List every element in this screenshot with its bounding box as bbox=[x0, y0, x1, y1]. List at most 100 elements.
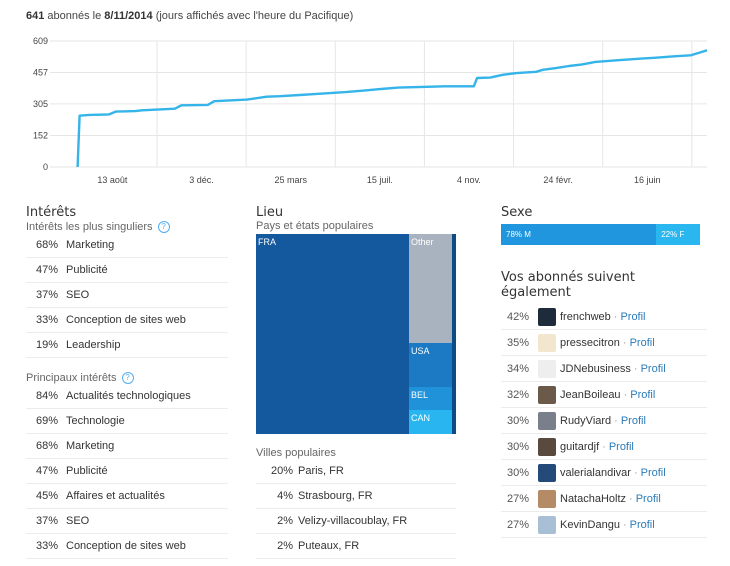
item-label: Leadership bbox=[66, 339, 121, 351]
account-row: 30% RudyViard · Profil bbox=[501, 408, 707, 434]
gender-title: Sexe bbox=[501, 205, 533, 220]
item-label: SEO bbox=[66, 515, 90, 527]
item-percent: 19% bbox=[36, 339, 59, 351]
account-percent: 30% bbox=[506, 414, 529, 427]
item-label: Technologie bbox=[66, 415, 125, 427]
y-tick-label: 609 bbox=[33, 36, 48, 46]
account-name: guitardjf bbox=[560, 440, 600, 453]
account-row: 27% NatachaHoltz · Profil bbox=[501, 486, 707, 512]
avatar[interactable] bbox=[538, 411, 556, 430]
avatar[interactable] bbox=[538, 359, 556, 378]
separator: · bbox=[613, 310, 618, 323]
x-tick-label: 3 déc. bbox=[189, 175, 214, 185]
item-percent: 37% bbox=[36, 289, 59, 301]
item-label: Strasbourg, FR bbox=[298, 490, 373, 502]
profile-link[interactable]: Profil bbox=[630, 388, 656, 401]
list-item: 2% Puteaux, FR bbox=[256, 534, 456, 559]
y-tick-label: 0 bbox=[43, 162, 48, 172]
avatar[interactable] bbox=[538, 385, 556, 404]
separator: · bbox=[633, 362, 638, 375]
avatar[interactable] bbox=[538, 515, 556, 534]
account-percent: 34% bbox=[506, 362, 529, 375]
treemap-tile-fra[interactable]: FRA bbox=[256, 234, 409, 434]
top-interests-heading: Principaux intérêts ? bbox=[26, 372, 228, 384]
tile-label: FRA bbox=[258, 237, 276, 247]
profile-link[interactable]: Profil bbox=[620, 414, 646, 427]
item-label: Paris, FR bbox=[298, 465, 344, 477]
top-interests-list: 84% Actualités technologiques 69% Technolog… bbox=[26, 384, 228, 559]
profile-link[interactable]: Profil bbox=[629, 336, 655, 349]
treemap-tile-can[interactable]: CAN bbox=[409, 410, 452, 434]
item-percent: 33% bbox=[36, 540, 59, 552]
item-label: SEO bbox=[66, 289, 90, 301]
separator: · bbox=[622, 518, 627, 531]
account-percent: 35% bbox=[506, 336, 529, 349]
item-percent: 84% bbox=[36, 390, 59, 402]
account-row: 30% guitardjf · Profil bbox=[501, 434, 707, 460]
profile-link[interactable]: Profil bbox=[629, 518, 655, 531]
item-percent: 4% bbox=[277, 490, 293, 502]
profile-link[interactable]: Profil bbox=[640, 362, 666, 375]
tile-label: CAN bbox=[411, 413, 431, 423]
also-follow-list: 42% frenchweb · Profil 35% pressecitron · Profi… bbox=[501, 304, 707, 538]
series-line-abonnés bbox=[76, 49, 708, 168]
item-label: Puteaux, FR bbox=[298, 540, 360, 552]
unique-interests-heading: Intérêts les plus singuliers ? bbox=[26, 221, 228, 233]
item-percent: 45% bbox=[36, 490, 59, 502]
separator: · bbox=[614, 414, 618, 427]
account-percent: 30% bbox=[506, 466, 529, 479]
list-item: 33% Conception de sites web bbox=[26, 534, 228, 559]
x-tick-label: 4 nov. bbox=[457, 175, 481, 185]
interests-section: Intérêts Intérêts les plus singuliers ? … bbox=[26, 205, 228, 559]
account-name: KevinDangu bbox=[560, 518, 620, 531]
account-percent: 32% bbox=[506, 388, 529, 401]
also-follow-title: Vos abonnés suivent également bbox=[501, 270, 635, 300]
account-percent: 42% bbox=[506, 310, 529, 323]
treemap-tile-usa[interactable]: USA bbox=[409, 343, 452, 387]
treemap-tile-other[interactable]: Other bbox=[409, 234, 452, 343]
separator: · bbox=[602, 440, 606, 453]
avatar[interactable] bbox=[538, 307, 556, 326]
account-row: 34% JDNebusiness · Profil bbox=[501, 356, 707, 382]
item-label: Actualités technologiques bbox=[66, 390, 191, 402]
item-percent: 2% bbox=[277, 515, 293, 527]
gender-section: Sexe 78% M 22% F bbox=[501, 205, 700, 245]
avatar[interactable] bbox=[538, 333, 556, 352]
tile-label: USA bbox=[411, 346, 430, 356]
separator: · bbox=[629, 492, 633, 505]
gender-bar-male: 78% M bbox=[501, 224, 657, 245]
profile-link[interactable]: Profil bbox=[640, 466, 666, 479]
separator: · bbox=[622, 336, 627, 349]
unique-interests-list: 68% Marketing 47% Publicité 37% SEO 33% Concept… bbox=[26, 233, 228, 358]
list-item: 69% Technologie bbox=[26, 409, 228, 434]
treemap-tile-small bbox=[452, 234, 456, 434]
account-name: RudyViard bbox=[560, 414, 612, 427]
treemap-tile-bel[interactable]: BEL bbox=[409, 387, 452, 410]
list-item: 47% Publicité bbox=[26, 459, 228, 484]
list-item: 20% Paris, FR bbox=[256, 459, 456, 484]
y-tick-label: 305 bbox=[33, 99, 48, 109]
account-row: 35% pressecitron · Profil bbox=[501, 330, 707, 356]
list-item: 4% Strasbourg, FR bbox=[256, 484, 456, 509]
interests-title: Intérêts bbox=[26, 205, 77, 220]
summary-text-b: (jours affichés avec l'heure du Pacifiqu… bbox=[152, 10, 354, 22]
item-percent: 33% bbox=[36, 314, 59, 326]
item-percent: 47% bbox=[36, 264, 59, 276]
list-item: 2% Velizy-villacoublay, FR bbox=[256, 509, 456, 534]
location-section: Lieu Pays et états populaires FRA Other … bbox=[256, 205, 456, 559]
profile-link[interactable]: Profil bbox=[620, 310, 646, 323]
avatar[interactable] bbox=[538, 489, 556, 508]
account-row: 27% KevinDangu · Profil bbox=[501, 512, 707, 538]
list-item: 37% SEO bbox=[26, 283, 228, 308]
avatar[interactable] bbox=[538, 437, 556, 456]
followers-line-chart: 0 152 305 457 609 13 août 3 déc. 25 mars 15 juil… bbox=[33, 36, 708, 185]
profile-link[interactable]: Profil bbox=[635, 492, 661, 505]
item-label: Publicité bbox=[66, 264, 108, 276]
avatar[interactable] bbox=[538, 463, 556, 482]
profile-link[interactable]: Profil bbox=[608, 440, 634, 453]
list-item: 37% SEO bbox=[26, 509, 228, 534]
help-icon[interactable]: ? bbox=[121, 372, 134, 384]
list-item: 84% Actualités technologiques bbox=[26, 384, 228, 409]
unique-interests-label: Intérêts les plus singuliers bbox=[26, 221, 153, 233]
help-icon[interactable]: ? bbox=[157, 221, 170, 233]
